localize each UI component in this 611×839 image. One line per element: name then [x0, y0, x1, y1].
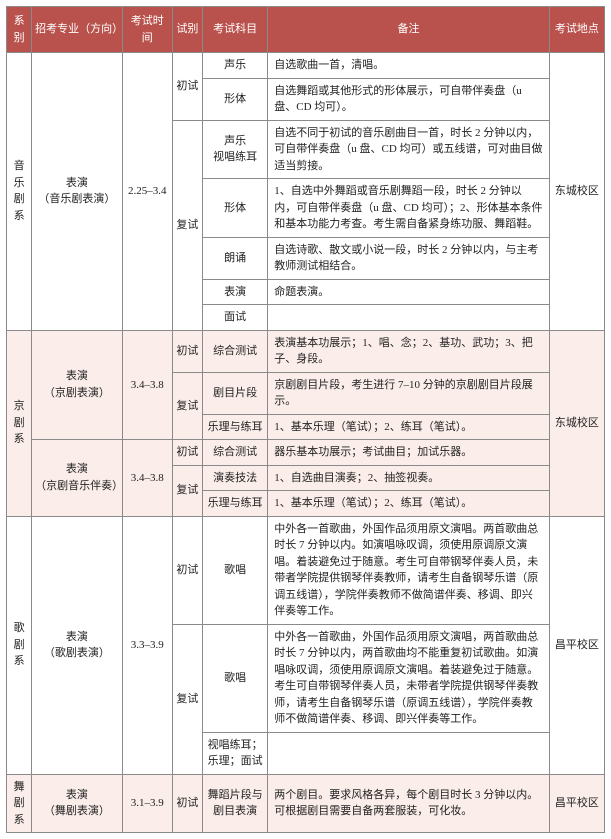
note-cell: 京剧剧目片段，考生进行 7–10 分钟的京剧剧目片段展示。	[268, 372, 549, 414]
cell: 演奏技法	[202, 465, 267, 491]
cell: 东城校区	[549, 330, 604, 516]
cell: 复试	[172, 624, 202, 774]
header-cell: 系别	[7, 7, 32, 53]
cell: 面试	[202, 305, 267, 331]
cell: 表演	[202, 279, 267, 305]
cell: 舞蹈片段与剧目表演	[202, 774, 267, 833]
header-cell: 考试科目	[202, 7, 267, 53]
header-row: 系别招考专业（方向）考试时间试别考试科目备注考试地点	[7, 7, 605, 53]
cell: 音乐剧系	[7, 53, 32, 331]
cell: 乐理与练耳	[202, 491, 267, 517]
note-cell: 中外各一首歌曲，外国作品须用原文演唱，两首歌曲总时长 7 分钟以内，两首歌曲均不…	[268, 624, 549, 732]
table-row: 歌剧系表演（歌剧表演）3.3–3.9初试歌唱中外各一首歌曲，外国作品须用原文演唱…	[7, 516, 605, 624]
cell: 形体	[202, 179, 267, 238]
cell: 3.4–3.8	[122, 440, 172, 517]
cell: 综合测试	[202, 330, 267, 372]
cell: 剧目片段	[202, 372, 267, 414]
cell: 表演（音乐剧表演）	[32, 53, 122, 331]
cell: 朗诵	[202, 237, 267, 279]
table-row: 表演（京剧音乐伴奏）3.4–3.8初试综合测试器乐基本功展示；考试曲目；加试乐器…	[7, 440, 605, 466]
header-cell: 试别	[172, 7, 202, 53]
cell: 复试	[172, 465, 202, 516]
cell: 表演（京剧表演）	[32, 330, 122, 440]
cell: 初试	[172, 516, 202, 624]
cell: 3.4–3.8	[122, 330, 172, 440]
note-cell: 命题表演。	[268, 279, 549, 305]
note-cell: 1、自选曲目演奏；2、抽签视奏。	[268, 465, 549, 491]
header-cell: 招考专业（方向）	[32, 7, 122, 53]
cell: 初试	[172, 330, 202, 372]
cell: 综合测试	[202, 440, 267, 466]
header-cell: 备注	[268, 7, 549, 53]
header-cell: 考试时间	[122, 7, 172, 53]
cell: 京剧系	[7, 330, 32, 516]
cell: 舞剧系	[7, 774, 32, 833]
cell: 3.3–3.9	[122, 516, 172, 774]
cell: 表演（歌剧表演）	[32, 516, 122, 774]
cell: 昌平校区	[549, 774, 604, 833]
cell: 表演（京剧音乐伴奏）	[32, 440, 122, 517]
cell: 形体	[202, 78, 267, 120]
cell: 歌剧系	[7, 516, 32, 774]
cell: 表演（舞剧表演）	[32, 774, 122, 833]
table-row: 舞剧系表演（舞剧表演）3.1–3.9初试舞蹈片段与剧目表演两个剧目。要求风格各异…	[7, 774, 605, 833]
note-cell: 表演基本功展示；1、唱、念；2、基功、武功；3、把子、身段。	[268, 330, 549, 372]
header-cell: 考试地点	[549, 7, 604, 53]
note-cell	[268, 305, 549, 331]
cell: 视唱练耳；乐理；面试	[202, 732, 267, 774]
cell: 2.25–3.4	[122, 53, 172, 331]
cell: 3.1–3.9	[122, 774, 172, 833]
note-cell: 中外各一首歌曲，外国作品须用原文演唱。两首歌曲总时长 7 分钟以内。如演唱咏叹调…	[268, 516, 549, 624]
cell: 复试	[172, 372, 202, 440]
cell: 声乐视唱练耳	[202, 120, 267, 179]
table-row: 京剧系表演（京剧表演）3.4–3.8初试综合测试表演基本功展示；1、唱、念；2、…	[7, 330, 605, 372]
exam-table: 系别招考专业（方向）考试时间试别考试科目备注考试地点 音乐剧系表演（音乐剧表演）…	[6, 6, 605, 833]
note-cell: 自选舞蹈或其他形式的形体展示，可自带伴奏盘（u 盘、CD 均可）。	[268, 78, 549, 120]
cell: 初试	[172, 53, 202, 121]
note-cell: 1、自选中外舞蹈或音乐剧舞蹈一段，时长 2 分钟以内，可自带伴奏盘（u 盘、CD…	[268, 179, 549, 238]
note-cell	[268, 732, 549, 774]
note-cell: 1、基本乐理（笔试）；2、练耳（笔试）。	[268, 491, 549, 517]
note-cell: 器乐基本功展示；考试曲目；加试乐器。	[268, 440, 549, 466]
cell: 歌唱	[202, 516, 267, 624]
cell: 东城校区	[549, 53, 604, 331]
cell: 声乐	[202, 53, 267, 79]
cell: 乐理与练耳	[202, 414, 267, 440]
cell: 歌唱	[202, 624, 267, 732]
note-cell: 两个剧目。要求风格各异，每个剧目时长 3 分钟以内。可根据剧目需要自备两套服装，…	[268, 774, 549, 833]
note-cell: 自选歌曲一首，清唱。	[268, 53, 549, 79]
table-row: 音乐剧系表演（音乐剧表演）2.25–3.4初试声乐自选歌曲一首，清唱。东城校区	[7, 53, 605, 79]
note-cell: 自选不同于初试的音乐剧曲目一首，时长 2 分钟以内，可自带伴奏盘（u 盘、CD …	[268, 120, 549, 179]
cell: 昌平校区	[549, 516, 604, 774]
cell: 初试	[172, 774, 202, 833]
note-cell: 1、基本乐理（笔试）；2、练耳（笔试）。	[268, 414, 549, 440]
cell: 复试	[172, 120, 202, 330]
cell: 初试	[172, 440, 202, 466]
note-cell: 自选诗歌、散文或小说一段，时长 2 分钟以内，与主考教师测试相结合。	[268, 237, 549, 279]
